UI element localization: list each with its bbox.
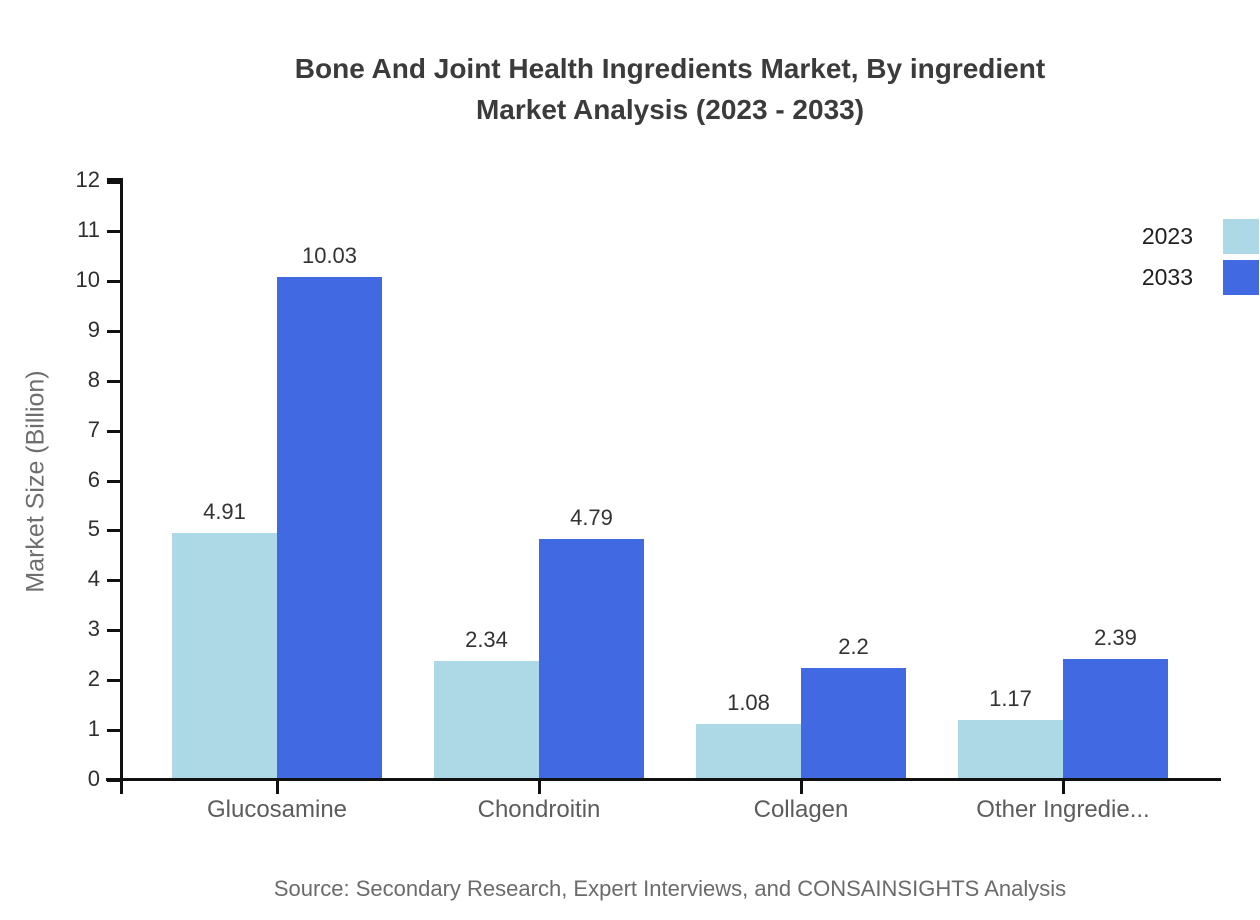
y-tick-mark [107, 178, 120, 184]
source-note: Source: Secondary Research, Expert Inter… [273, 876, 1067, 901]
y-tick-label: 11 [77, 217, 100, 242]
x-axis-line [106, 778, 1221, 781]
y-tick-mark [107, 280, 120, 283]
y-tick-mark [107, 629, 120, 632]
legend-item-2023: 2023 [1142, 219, 1259, 254]
y-tick-label: 8 [87, 367, 100, 392]
chart-title: Bone And Joint Health Ingredients Market… [294, 53, 1046, 125]
bar-value-label: 2.2 [838, 634, 869, 659]
bar-value-label: 2.39 [1094, 625, 1137, 650]
y-tick-mark [107, 529, 120, 532]
bar-value-label: 1.17 [989, 686, 1032, 711]
legend-label-2023: 2023 [1141, 223, 1193, 249]
legend-swatch-2033 [1223, 260, 1259, 295]
bar-2023-other-ingredie- [958, 720, 1063, 778]
x-category-label: Other Ingredie... [976, 796, 1150, 823]
legend-swatch-2023 [1223, 219, 1259, 254]
y-axis-line [120, 178, 123, 794]
legend-item-2033: 2033 [1142, 260, 1259, 295]
y-tick-mark [107, 230, 120, 233]
bar-2033-chondroitin [539, 539, 644, 778]
y-tick-label: 2 [87, 666, 100, 691]
y-tick-mark [107, 330, 120, 333]
bar-2023-chondroitin [434, 661, 539, 778]
bar-2033-glucosamine [277, 277, 382, 778]
bar-2033-collagen [801, 668, 906, 778]
x-tick-mark [538, 781, 541, 794]
y-tick-mark [107, 679, 120, 682]
bar-2033-other-ingredie- [1063, 659, 1168, 778]
bar-value-label: 2.34 [465, 627, 508, 652]
y-tick-label: 7 [87, 417, 100, 442]
y-tick-label: 4 [87, 566, 100, 591]
y-tick-mark [107, 380, 120, 383]
y-tick-label: 9 [87, 317, 100, 342]
y-tick-mark [107, 779, 120, 782]
x-tick-mark [1062, 781, 1065, 794]
y-tick-mark [107, 480, 120, 483]
bar-2023-collagen [696, 724, 801, 778]
x-category-label: Glucosamine [206, 796, 348, 823]
y-tick-label: 3 [87, 616, 100, 641]
y-tick-label: 0 [87, 766, 100, 791]
x-tick-mark [800, 781, 803, 794]
y-tick-label: 12 [75, 167, 100, 192]
legend-label-2033: 2033 [1141, 264, 1193, 290]
y-tick-label: 6 [87, 467, 100, 492]
bar-value-label: 4.79 [570, 505, 613, 530]
y-tick-mark [107, 430, 120, 433]
bar-value-label: 4.91 [203, 499, 246, 524]
y-tick-mark [107, 579, 120, 582]
x-category-label: Collagen [753, 796, 849, 823]
y-tick-label: 5 [87, 516, 100, 541]
x-tick-mark [276, 781, 279, 794]
y-tick-label: 10 [75, 267, 100, 292]
bar-value-label: 10.03 [301, 243, 358, 268]
y-tick-label: 1 [87, 716, 100, 741]
bar-2023-glucosamine [172, 533, 277, 778]
bar-value-label: 1.08 [727, 690, 770, 715]
x-category-label: Chondroitin [477, 796, 601, 823]
y-tick-mark [107, 729, 120, 732]
